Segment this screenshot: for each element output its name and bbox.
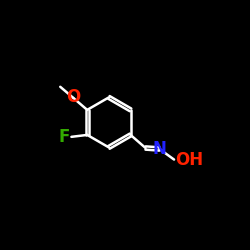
Text: N: N bbox=[152, 140, 166, 158]
Text: OH: OH bbox=[175, 151, 203, 169]
Text: O: O bbox=[66, 88, 80, 106]
Text: F: F bbox=[58, 128, 70, 146]
